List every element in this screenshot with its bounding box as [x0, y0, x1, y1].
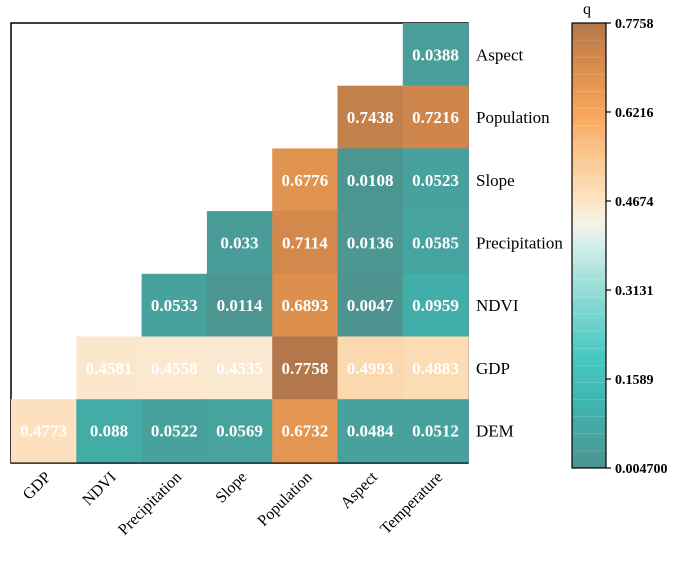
heatmap-cell [272, 273, 339, 338]
cell-value-label: 0.0108 [347, 171, 394, 190]
heatmap-cell [337, 399, 404, 463]
heatmap-cell [141, 273, 208, 338]
column-label: Aspect [338, 468, 382, 512]
column-label: Temperature [377, 469, 446, 538]
cell-value-label: 0.0533 [151, 296, 198, 315]
heatmap-cell [402, 148, 469, 212]
heatmap-cell [402, 273, 469, 338]
heatmap-cell [206, 211, 273, 275]
cell-value-label: 0.0136 [347, 233, 394, 252]
colorbar-title: q [583, 1, 591, 18]
colorbar-tick-label: 0.7758 [615, 17, 654, 32]
heatmap-cell [337, 211, 404, 275]
colorbar-border [571, 22, 607, 469]
heatmap-cell [272, 148, 339, 212]
column-label: GDP [20, 469, 55, 504]
colorbar-tick-label: 0.3131 [615, 284, 654, 299]
row-labels: Aspect Population Slope Precipitation NDVI GD… [476, 45, 563, 440]
column-label: Precipitation [115, 469, 185, 539]
row-label: DEM [476, 422, 514, 441]
column-label: NDVI [79, 469, 119, 509]
heatmap-cell [272, 211, 339, 275]
cell-value-label: 0.7216 [412, 108, 459, 127]
cell-value-label: 0.088 [90, 422, 128, 441]
row-label: GDP [476, 359, 510, 378]
cell-value-label: 0.7114 [282, 233, 328, 252]
column-label: Population [255, 469, 316, 530]
heatmap-cell [402, 211, 469, 275]
colorbar-tick-label: 0.1589 [615, 373, 654, 388]
row-label: NDVI [476, 296, 519, 315]
heatmap-cell [206, 273, 273, 338]
heatmap-cell [206, 399, 273, 463]
colorbar-tick-label: 0.6216 [615, 106, 654, 121]
cell-value-label: 0.0959 [412, 296, 459, 315]
cell-value-label: 0.6776 [281, 171, 328, 190]
cell-value-label: 0.4558 [151, 359, 198, 378]
cell-value-label: 0.0522 [151, 422, 198, 441]
heatmap-cell [337, 273, 404, 338]
heatmap-cell [337, 336, 404, 400]
row-label: Aspect [476, 45, 523, 64]
cell-value-label: 0.7758 [281, 359, 328, 378]
cell-value-label: 0.0484 [347, 422, 394, 441]
colorbar-gradient [572, 23, 606, 468]
cell-value-label: 0.0388 [412, 45, 459, 64]
cell-value-label: 0.4581 [86, 359, 133, 378]
heatmap-cell [337, 85, 404, 149]
cell-value-label: 0.6732 [281, 422, 328, 441]
cell-value-label: 0.0569 [216, 422, 263, 441]
heatmap-cell [337, 148, 404, 212]
row-label: Population [476, 108, 550, 127]
colorbar-tick-label: 0.4674 [615, 195, 654, 210]
cell-value-label: 0.4883 [412, 359, 459, 378]
heatmap-cell [272, 336, 339, 400]
heatmap-cell [141, 336, 208, 400]
cell-value-label: 0.0523 [412, 171, 459, 190]
row-label: Precipitation [476, 233, 563, 252]
cell-value-label: 0.033 [220, 233, 258, 252]
cell-value-label: 0.0512 [412, 422, 459, 441]
colorbar: q 0.7758 0.6216 0.4674 0.3131 0.1589 0.004700 [571, 1, 668, 477]
heatmap-cell [402, 399, 469, 463]
heatmap-cell [76, 336, 143, 400]
cell-value-label: 0.0114 [217, 296, 263, 315]
cell-value-label: 0.4993 [347, 359, 394, 378]
row-label: Slope [476, 171, 515, 190]
heatmap-cell [11, 399, 77, 463]
cell-value-label: 0.6893 [281, 296, 328, 315]
colorbar-ticks: 0.7758 0.6216 0.4674 0.3131 0.1589 0.004700 [606, 17, 668, 477]
heatmap-cell [141, 399, 208, 463]
heatmap-cell [76, 399, 143, 463]
heatmap-cell [402, 23, 469, 87]
cell-value-label: 0.4773 [20, 422, 67, 441]
cell-value-label: 0.0585 [412, 233, 459, 252]
cell-value-label: 0.7438 [347, 108, 394, 127]
heatmap-cell [402, 85, 469, 149]
heatmap-cell [402, 336, 469, 400]
colorbar-tick-label: 0.004700 [615, 462, 668, 477]
heatmap-cell [206, 336, 273, 400]
heatmap-cell [272, 399, 339, 463]
column-label: Slope [213, 469, 251, 507]
cell-value-label: 0.4535 [216, 359, 263, 378]
cells-layer: 0.0388 0.7438 0.7216 0.6776 0.0108 0.0523 0.03… [11, 23, 469, 463]
cell-value-label: 0.0047 [347, 296, 394, 315]
